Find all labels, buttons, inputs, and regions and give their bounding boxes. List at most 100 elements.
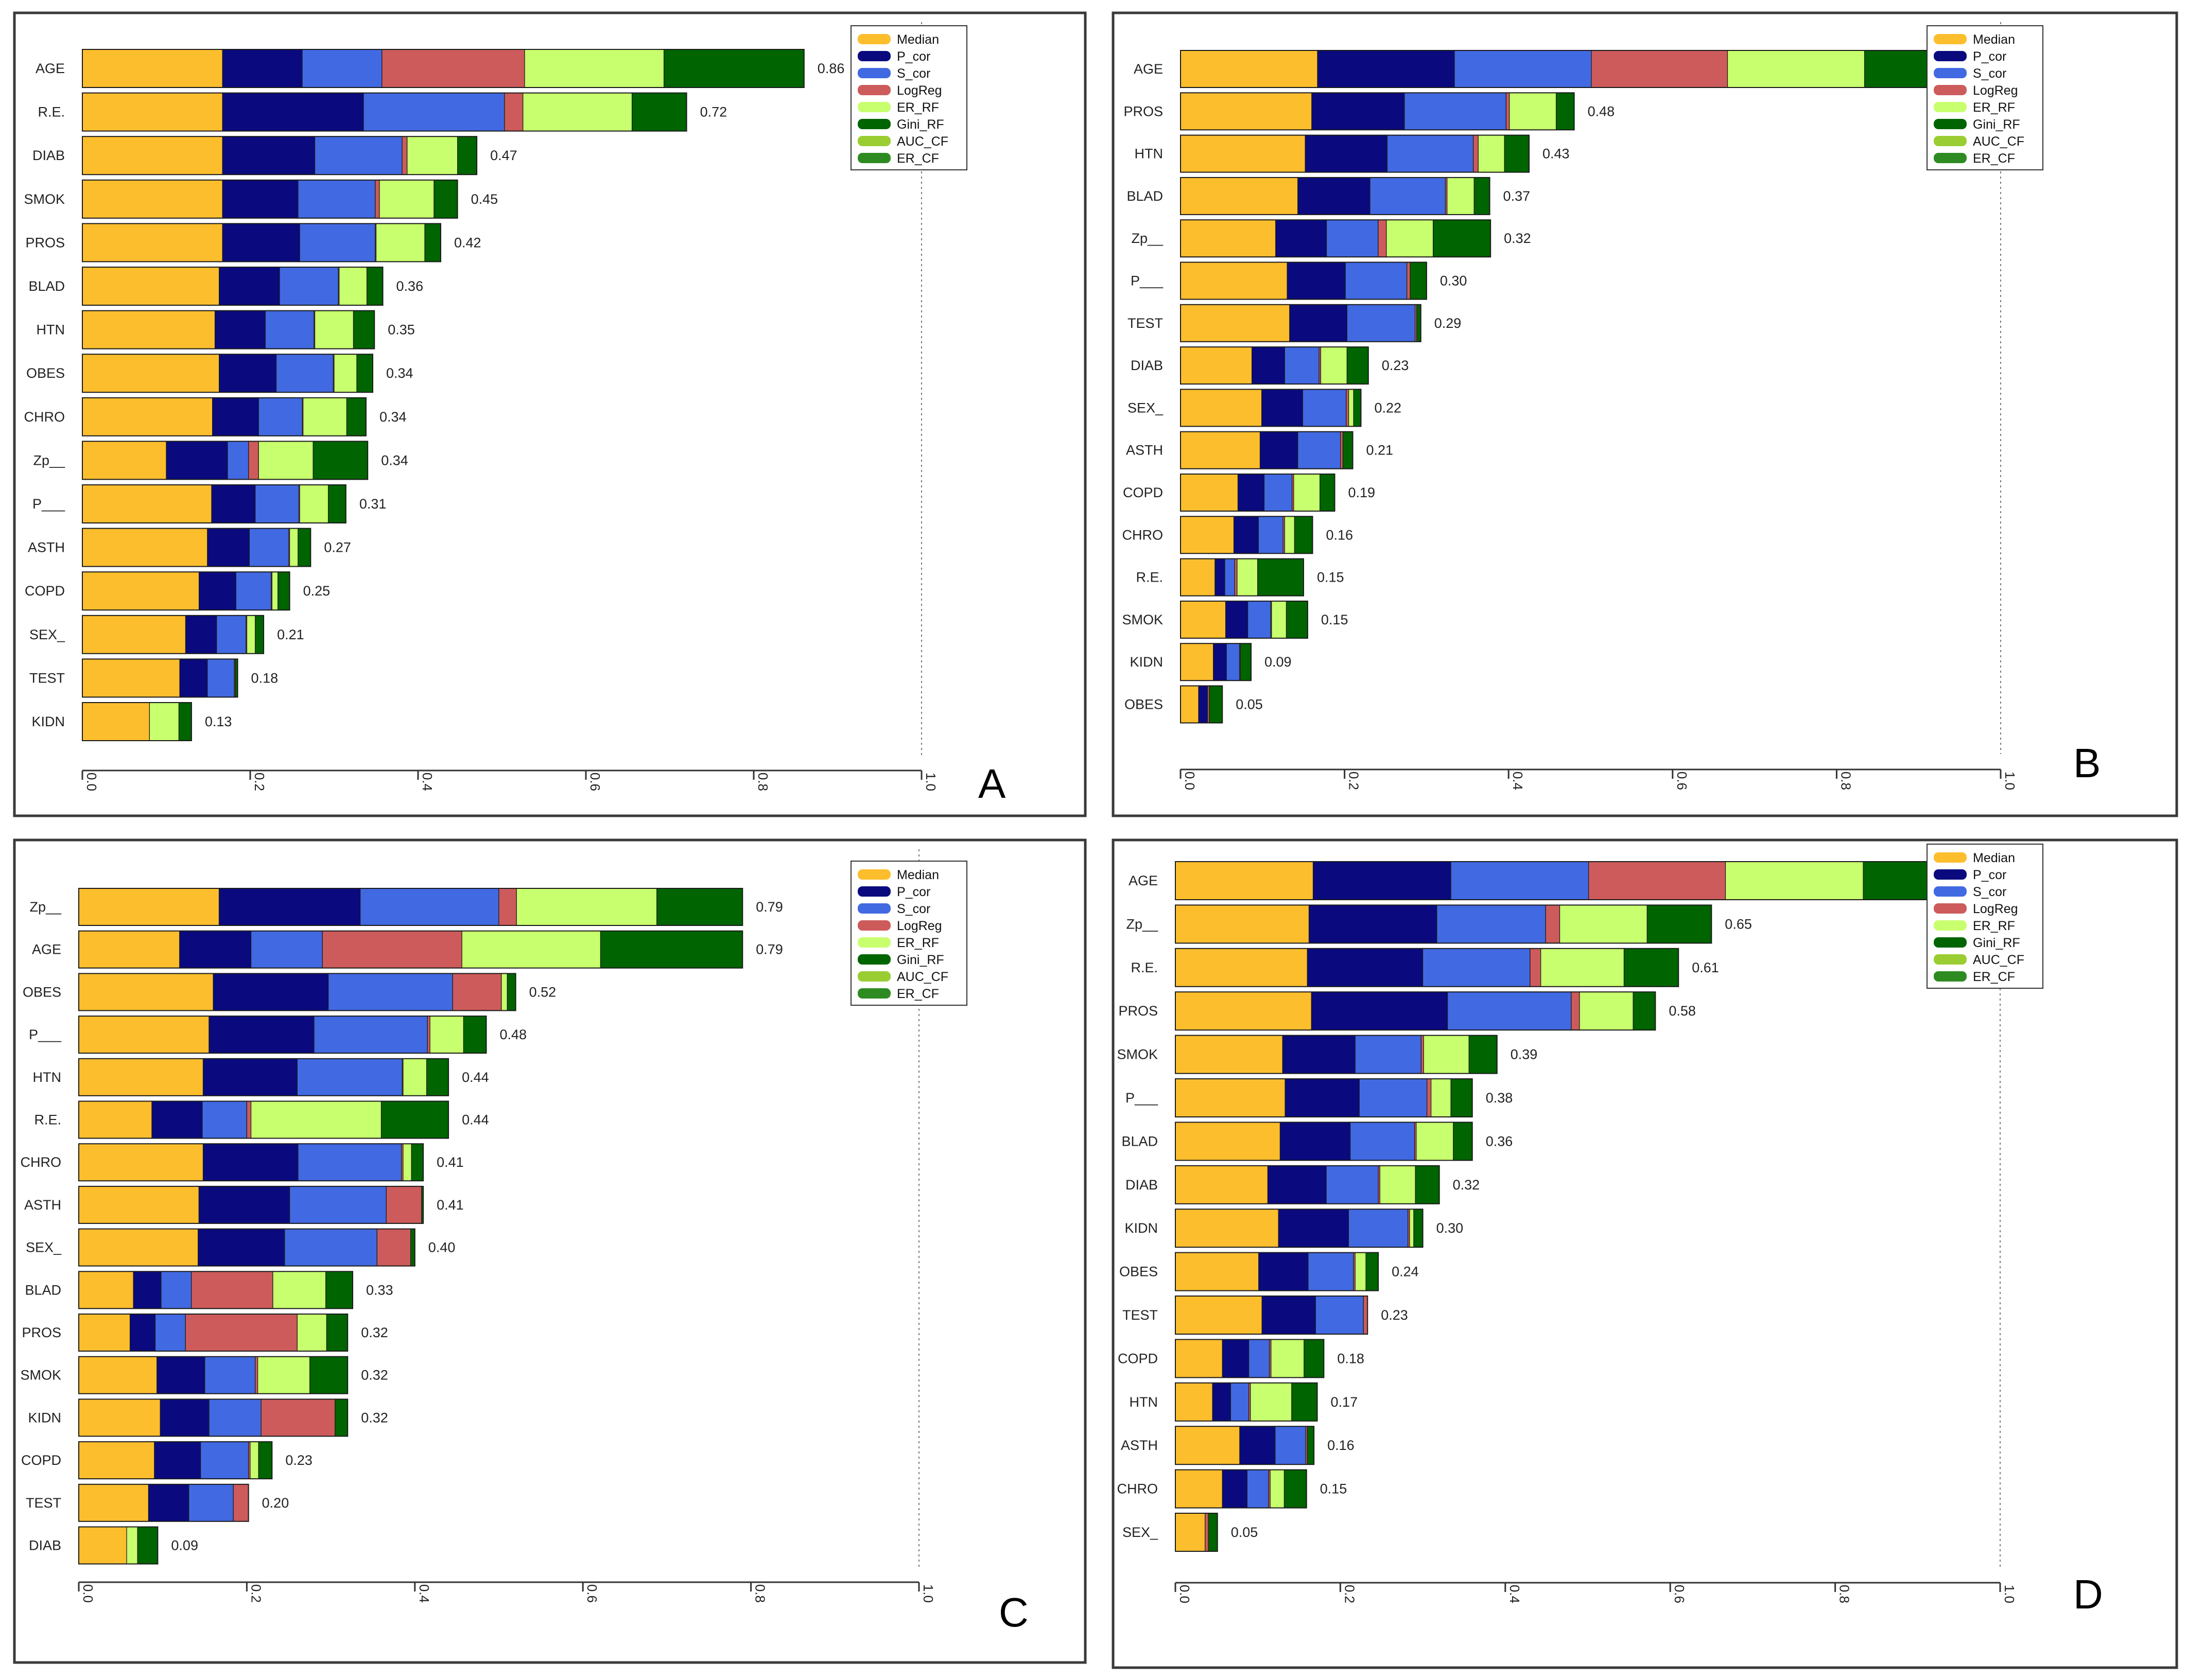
category-label: DIAB [29, 1538, 61, 1553]
bar-segment-gini-rf [313, 441, 368, 480]
bar-segment-logreg [1571, 991, 1580, 1030]
bar-segment-logreg [1427, 1078, 1432, 1117]
x-tick-label: 0.4 [420, 773, 435, 791]
total-value-label: 0.79 [756, 899, 783, 915]
bar-segment-gini-rf [1294, 516, 1313, 554]
bar-segment-median [1180, 558, 1216, 597]
category-label: DIAB [32, 148, 65, 163]
category-label: SMOK [20, 1368, 61, 1383]
bar-outline [82, 267, 384, 306]
x-tick-label: 0.6 [584, 1584, 600, 1603]
bar-segment-er-rf [258, 441, 314, 480]
x-tick-label: 0.0 [1177, 1585, 1192, 1603]
bar-segment-median [78, 1441, 155, 1479]
bar-segment-s-cor [1315, 1296, 1364, 1335]
bar-segment-p-cor [219, 267, 280, 306]
bar-segment-logreg [452, 973, 502, 1011]
bar-segment-median [1175, 861, 1314, 900]
bar-segment-logreg [1234, 558, 1238, 597]
bar-segment-logreg [1530, 948, 1541, 987]
bar-segment-p-cor [1305, 135, 1388, 173]
total-value-label: 0.33 [366, 1282, 393, 1298]
x-tick-label: 0.6 [1674, 772, 1690, 790]
bar-segment-er-rf [403, 1143, 412, 1181]
bar-segment-median [1175, 1122, 1281, 1161]
category-label: HTN [1130, 1394, 1158, 1410]
bar-segment-gini-rf [457, 136, 477, 175]
bar-segment-p-cor [219, 354, 277, 393]
bar-row: TEST 0.23 [1122, 1296, 1408, 1335]
total-value-label: 0.41 [437, 1197, 464, 1213]
bar-segment-p-cor [198, 571, 236, 610]
bar-segment-gini-rf [507, 973, 516, 1011]
bar-segment-gini-rf [277, 571, 290, 610]
bar-outline [82, 179, 458, 219]
bar-outline [1180, 92, 1575, 131]
total-value-label: 0.36 [1486, 1133, 1513, 1149]
bar-segment-er-rf [379, 180, 435, 219]
bar-segment-p-cor [1308, 904, 1437, 944]
bar-segment-s-cor [1263, 474, 1293, 512]
legend-swatch [858, 869, 891, 880]
x-tick-label: 0.2 [1346, 772, 1362, 790]
bar-segment-gini-rf [1240, 643, 1252, 681]
bar-segment-logreg [402, 136, 408, 175]
bar-segment-s-cor [1326, 1165, 1379, 1204]
x-tick-label: 0.4 [1507, 1585, 1522, 1603]
legend-swatch [1934, 937, 1967, 948]
bar-row: COPD 0.19 [1123, 474, 1375, 512]
bar-row: PROS 0.32 [22, 1314, 388, 1352]
bar-row: HTN 0.44 [33, 1058, 489, 1096]
bar-segment-p-cor [1212, 1382, 1231, 1422]
bar-row: AGE 0.86 [36, 49, 844, 88]
bar-segment-median [82, 354, 220, 393]
bar-outline [78, 1441, 273, 1480]
legend-swatch [1934, 51, 1967, 61]
bar-segment-er-rf [246, 615, 256, 654]
legend-swatch [858, 954, 891, 965]
total-value-label: 0.34 [379, 409, 407, 425]
bar-segment-logreg [386, 1186, 422, 1224]
bar-outline [1180, 177, 1490, 215]
bar-row: P___ 0.38 [1125, 1078, 1513, 1117]
bar-row: DIAB 0.32 [1125, 1165, 1480, 1204]
legend-swatch [1934, 68, 1967, 78]
panel-letter: B [2073, 740, 2101, 786]
bar-segment-p-cor [185, 615, 217, 654]
bar-segment-median [78, 1058, 204, 1096]
bar-row: DIAB 0.09 [29, 1526, 198, 1565]
category-label: HTN [33, 1070, 62, 1085]
legend-label: Median [1973, 32, 2015, 47]
legend-swatch [1934, 954, 1967, 965]
bar-segment-er-rf [1509, 92, 1557, 130]
bar-segment-median [78, 1398, 161, 1437]
x-tick-label: 0.8 [1837, 1585, 1852, 1603]
bar-segment-median [82, 310, 216, 349]
bar-row: OBES 0.05 [1124, 685, 1263, 724]
bar-segment-er-rf [1416, 1122, 1454, 1161]
bar-segment-median [82, 484, 212, 523]
bar-segment-er-rf [524, 49, 665, 88]
bar-outline [1175, 1252, 1379, 1291]
bar-segment-s-cor [275, 354, 334, 393]
bar-segment-s-cor [1308, 1252, 1354, 1291]
total-value-label: 0.65 [1725, 916, 1752, 932]
bar-segment-p-cor [1198, 685, 1208, 724]
bar-row: ASTH 0.16 [1121, 1426, 1355, 1465]
bar-segment-er-rf [461, 931, 601, 969]
bar-segment-median [1180, 685, 1199, 724]
bar-segment-median [82, 528, 208, 567]
category-label: HTN [1135, 146, 1164, 162]
legend-label: S_cor [1973, 885, 2006, 899]
bar-segment-median [82, 397, 213, 436]
category-label: SMOK [1117, 1047, 1158, 1062]
bar-segment-p-cor [222, 49, 303, 88]
bar-row: KIDN 0.30 [1124, 1209, 1463, 1248]
total-value-label: 0.16 [1327, 1438, 1355, 1453]
bar-segment-median [78, 1484, 149, 1522]
bar-segment-gini-rf [1320, 474, 1335, 512]
category-label: ASTH [1126, 443, 1163, 458]
bar-segment-median [78, 1100, 152, 1139]
bar-segment-median [1175, 1165, 1269, 1204]
